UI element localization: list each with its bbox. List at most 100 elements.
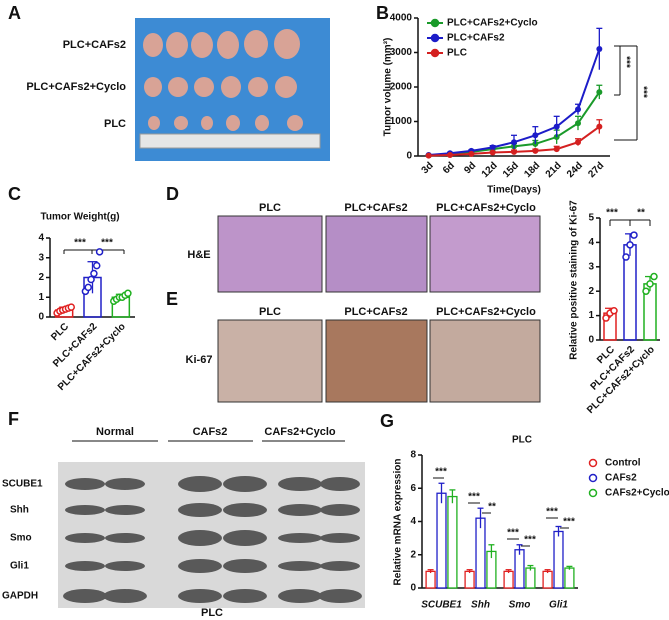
data-point [575,106,581,113]
data-point [596,89,603,96]
x-tick-label: SCUBE1 [421,600,462,611]
replicate-point [87,275,95,284]
y-tick-label: 3 [38,252,44,263]
y-axis-label: Tumor volume (mm³) [383,38,394,137]
data-point [489,144,496,151]
x-tick-label: 3d [420,160,436,176]
bar [436,492,447,589]
replicate-point [90,269,98,278]
row-label: GAPDH [2,591,38,602]
significance: *** [606,208,618,219]
row-label: Ki-67 [186,354,213,366]
panel-letter: B [376,3,389,23]
row-label: Gli1 [10,561,29,572]
x-tick-label: Smo [509,600,531,611]
y-tick-label: 3 [588,261,594,272]
legend-marker [588,473,598,483]
group-label: Normal [96,426,134,438]
legend-marker [430,48,440,58]
caption: PLC [201,607,223,619]
y-tick-label: 6 [410,483,416,494]
data-point [489,149,496,156]
row-label: PLC+CAFs2 [63,39,126,51]
y-axis-label: Relative positive staining of Ki-67 [569,200,580,360]
he-images [217,215,541,293]
significance: ** [637,208,645,219]
y-tick-label: 8 [410,450,416,461]
replicate-point [650,272,658,281]
x-tick-label: 21d [544,160,564,180]
replicate-point [610,306,618,315]
y-tick-label: 4000 [390,13,413,24]
column-header: PLC+CAFs2 [344,202,407,214]
legend-label: Control [605,458,641,469]
data-point [596,123,603,130]
legend-marker [430,33,440,43]
bar [542,570,553,589]
panel-letter: E [166,289,178,309]
data-point [532,132,539,139]
data-point [575,120,581,127]
row-label: PLC [104,118,126,130]
y-tick-label: 0 [588,335,594,346]
data-point [596,46,603,53]
x-tick-label: 15d [501,160,521,180]
replicate-point [602,314,610,322]
legend-label: PLC [447,48,467,59]
x-tick-label: 12d [480,160,500,180]
group-label: CAFs2+Cyclo [264,426,336,438]
significance: *** [524,535,536,546]
column-header: PLC [259,202,281,214]
bar [525,567,536,589]
data-point [468,150,475,157]
data-point [511,139,517,146]
legend-label: PLC+CAFs2+Cyclo [447,18,538,29]
legend-label: PLC+CAFs2 [447,33,505,44]
legend-label: CAFs2+Cyclo [605,488,669,499]
significance: *** [620,56,631,68]
y-tick-label: 1 [588,310,594,321]
y-tick-label: 0 [38,312,44,323]
bar [564,567,575,589]
bar [503,570,514,589]
data-point [553,146,560,153]
legend-marker [588,458,598,468]
column-header: PLC [259,306,281,318]
row-label: Shh [10,505,29,516]
replicate-point [95,248,104,256]
column-header: PLC+CAFs2+Cyclo [436,306,536,318]
group-label: CAFs2 [193,426,228,438]
replicate-point [626,241,634,249]
y-tick-label: 4 [410,516,416,527]
y-tick-label: 2000 [390,82,413,93]
column-header: PLC+CAFs2+Cyclo [436,202,536,214]
x-tick-label: 9d [462,160,478,176]
legend-marker [588,488,598,498]
y-tick-label: 2 [38,272,44,283]
replicate-point [630,231,638,239]
data-point [511,148,517,155]
significance: *** [637,86,648,98]
y-tick-label: 1 [38,292,44,303]
significance: *** [507,528,519,539]
x-tick-label: Shh [471,600,490,611]
replicate-point [67,303,75,311]
significance: *** [563,517,575,528]
y-axis-label: Relative mRNA expression [393,459,404,586]
significance: *** [546,507,558,518]
row-label: PLC+CAFs2+Cyclo [26,81,126,93]
data-point [447,151,453,158]
x-tick-label: 6d [441,160,457,176]
bar [425,570,436,589]
bar [514,549,525,589]
y-tick-label: 1000 [390,116,413,127]
y-tick-label: 4 [588,237,594,248]
row-label: SCUBE1 [2,479,43,490]
significance: *** [101,238,113,249]
y-tick-label: 0 [410,583,416,594]
x-tick-label: 24d [565,160,585,180]
data-point [553,123,560,130]
chart-title: Tumor Weight(g) [40,212,119,223]
panel-letter: F [8,409,19,429]
